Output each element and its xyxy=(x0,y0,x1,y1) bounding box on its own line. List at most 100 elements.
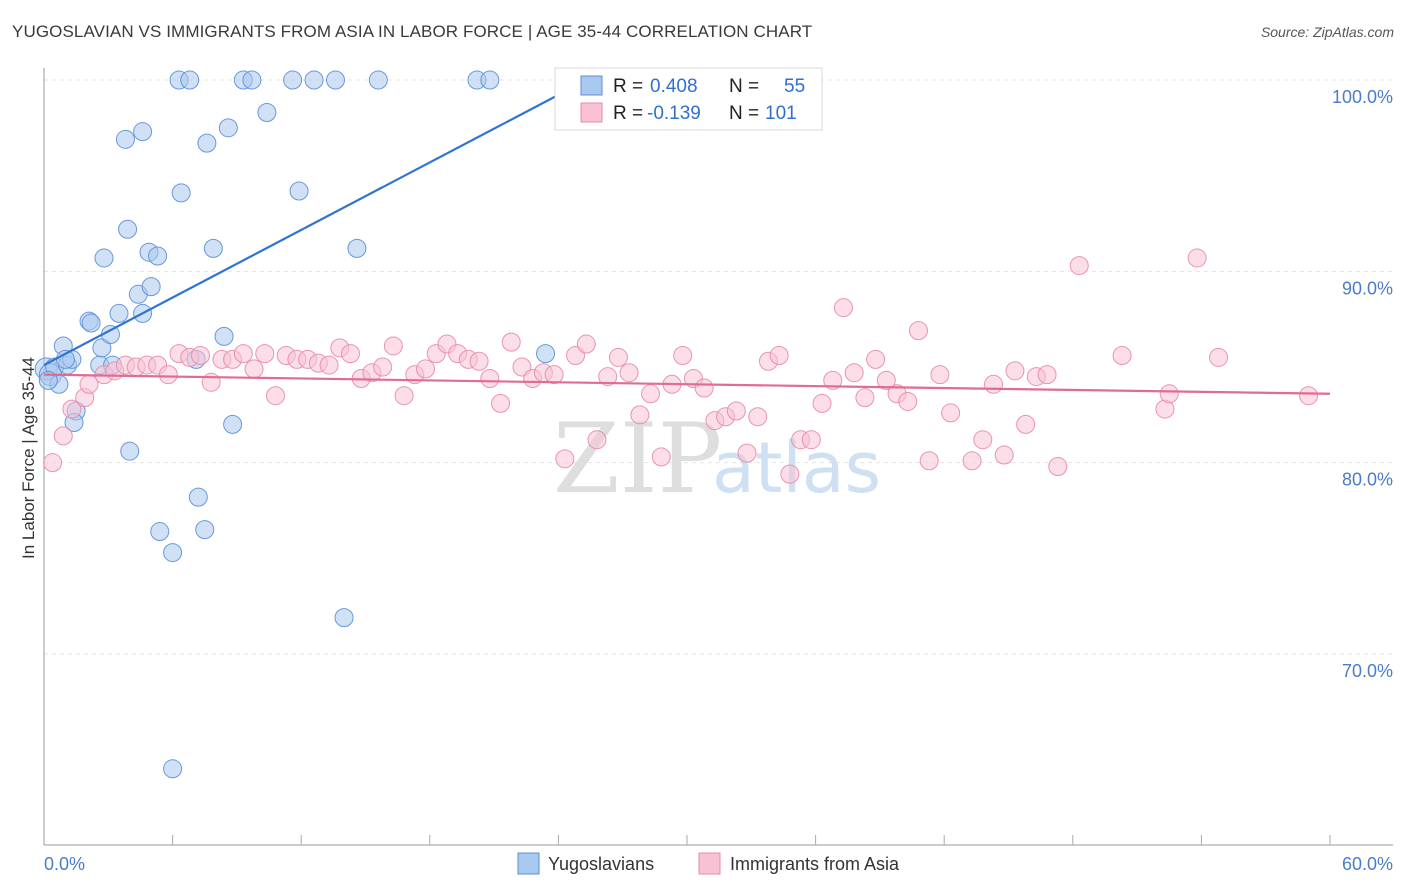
point-asia-64 xyxy=(726,401,746,421)
stats-r-label-2: R = xyxy=(613,103,643,124)
point-yugoslavians-26 xyxy=(150,522,170,542)
trend-lines xyxy=(43,71,1331,395)
point-asia-18 xyxy=(233,344,253,364)
point-asia-26 xyxy=(319,355,339,375)
point-yugoslavians-43 xyxy=(289,181,309,201)
legend-swatch-asia xyxy=(698,852,721,875)
x-axis-ticks xyxy=(172,835,1331,845)
point-asia-95 xyxy=(1112,346,1132,366)
point-asia-57 xyxy=(651,447,671,467)
point-asia-56 xyxy=(641,384,661,404)
point-asia-98 xyxy=(1187,248,1207,268)
point-asia-14 xyxy=(190,346,210,366)
point-yugoslavians-52 xyxy=(163,759,183,779)
stats-r-value-2: -0.139 xyxy=(647,103,701,124)
point-asia-72 xyxy=(812,393,832,413)
point-asia-52 xyxy=(598,367,618,387)
point-asia-33 xyxy=(394,386,414,406)
point-asia-32 xyxy=(383,336,403,356)
y-axis-label: In Labor Force | Age 35-44 xyxy=(19,357,38,559)
point-asia-86 xyxy=(973,430,993,450)
x-tick-label-min: 0.0% xyxy=(44,854,85,874)
point-asia-84 xyxy=(941,403,961,423)
point-asia-77 xyxy=(866,349,886,369)
point-asia-71 xyxy=(801,430,821,450)
point-asia-92 xyxy=(1037,365,1057,385)
point-asia-89 xyxy=(1005,361,1025,381)
point-asia-78 xyxy=(876,370,896,390)
point-yugoslavians-47 xyxy=(347,238,367,258)
point-yugoslavians-30 xyxy=(180,70,200,90)
point-yugoslavians-34 xyxy=(197,133,217,153)
point-asia-11 xyxy=(158,365,178,385)
axes xyxy=(43,68,1393,846)
y-tick-label-0: 100.0% xyxy=(1332,87,1393,107)
point-asia-51 xyxy=(587,430,607,450)
point-asia-35 xyxy=(416,359,436,379)
point-yugoslavians-40 xyxy=(242,70,262,90)
point-yugoslavians-42 xyxy=(283,70,303,90)
point-asia-21 xyxy=(265,386,285,406)
trend-line-asia xyxy=(43,373,1331,395)
stats-n-label-2: N = xyxy=(729,103,759,124)
point-yugoslavians-25 xyxy=(148,246,168,266)
point-asia-73 xyxy=(823,370,843,390)
point-asia-28 xyxy=(340,344,360,364)
point-yugoslavians-19 xyxy=(120,441,140,461)
point-asia-2 xyxy=(62,399,82,419)
y-axis-tick-labels: 100.0% 90.0% 80.0% 70.0% xyxy=(1332,87,1393,681)
data-points xyxy=(34,70,1319,779)
point-asia-87 xyxy=(983,374,1003,394)
point-asia-19 xyxy=(244,359,264,379)
stats-legend: R = 0.408 N = 55 R = -0.139 N = 101 xyxy=(554,67,823,131)
point-asia-88 xyxy=(994,445,1014,465)
stats-r-label-1: R = xyxy=(613,76,643,97)
point-asia-31 xyxy=(373,357,393,377)
point-yugoslavians-10 xyxy=(81,313,101,333)
point-yugoslavians-41 xyxy=(257,103,277,123)
point-asia-65 xyxy=(737,443,757,463)
x-tick-label-max: 60.0% xyxy=(1342,854,1393,874)
point-yugoslavians-44 xyxy=(304,70,324,90)
point-asia-90 xyxy=(1016,414,1036,434)
point-asia-93 xyxy=(1048,456,1068,476)
point-yugoslavians-16 xyxy=(109,303,129,323)
y-tick-label-1: 90.0% xyxy=(1342,278,1393,298)
stats-swatch-asia xyxy=(580,102,603,123)
point-yugoslavians-18 xyxy=(118,219,138,239)
point-asia-83 xyxy=(930,365,950,385)
legend-swatch-yugoslavians xyxy=(517,852,540,875)
point-asia-68 xyxy=(769,346,789,366)
point-asia-40 xyxy=(469,351,489,371)
point-yugoslavians-27 xyxy=(163,543,183,563)
point-asia-100 xyxy=(1299,386,1319,406)
source-credit: Source: ZipAtlas.com xyxy=(1260,24,1394,40)
point-yugoslavians-33 xyxy=(195,520,215,540)
point-asia-53 xyxy=(608,347,628,367)
point-yugoslavians-17 xyxy=(115,129,135,149)
point-asia-74 xyxy=(833,298,853,318)
point-asia-59 xyxy=(673,346,693,366)
stats-n-value-1: 55 xyxy=(784,76,805,97)
point-yugoslavians-12 xyxy=(92,338,112,358)
point-asia-85 xyxy=(962,451,982,471)
point-yugoslavians-36 xyxy=(214,326,234,346)
point-yugoslavians-37 xyxy=(218,118,238,138)
point-asia-43 xyxy=(501,332,521,352)
point-yugoslavians-13 xyxy=(94,248,114,268)
point-asia-48 xyxy=(555,449,575,469)
point-yugoslavians-22 xyxy=(133,122,153,142)
point-yugoslavians-50 xyxy=(480,70,500,90)
point-asia-80 xyxy=(898,391,918,411)
point-yugoslavians-24 xyxy=(141,277,161,297)
point-yugoslavians-29 xyxy=(171,183,191,203)
point-asia-76 xyxy=(855,388,875,408)
point-yugoslavians-38 xyxy=(223,414,243,434)
y-tick-label-3: 70.0% xyxy=(1342,661,1393,681)
point-asia-55 xyxy=(630,405,650,425)
point-asia-1 xyxy=(53,426,73,446)
point-asia-42 xyxy=(491,393,511,413)
series-legend: Yugoslavians Immigrants from Asia xyxy=(517,852,900,875)
stats-r-value-1: 0.408 xyxy=(650,76,698,97)
